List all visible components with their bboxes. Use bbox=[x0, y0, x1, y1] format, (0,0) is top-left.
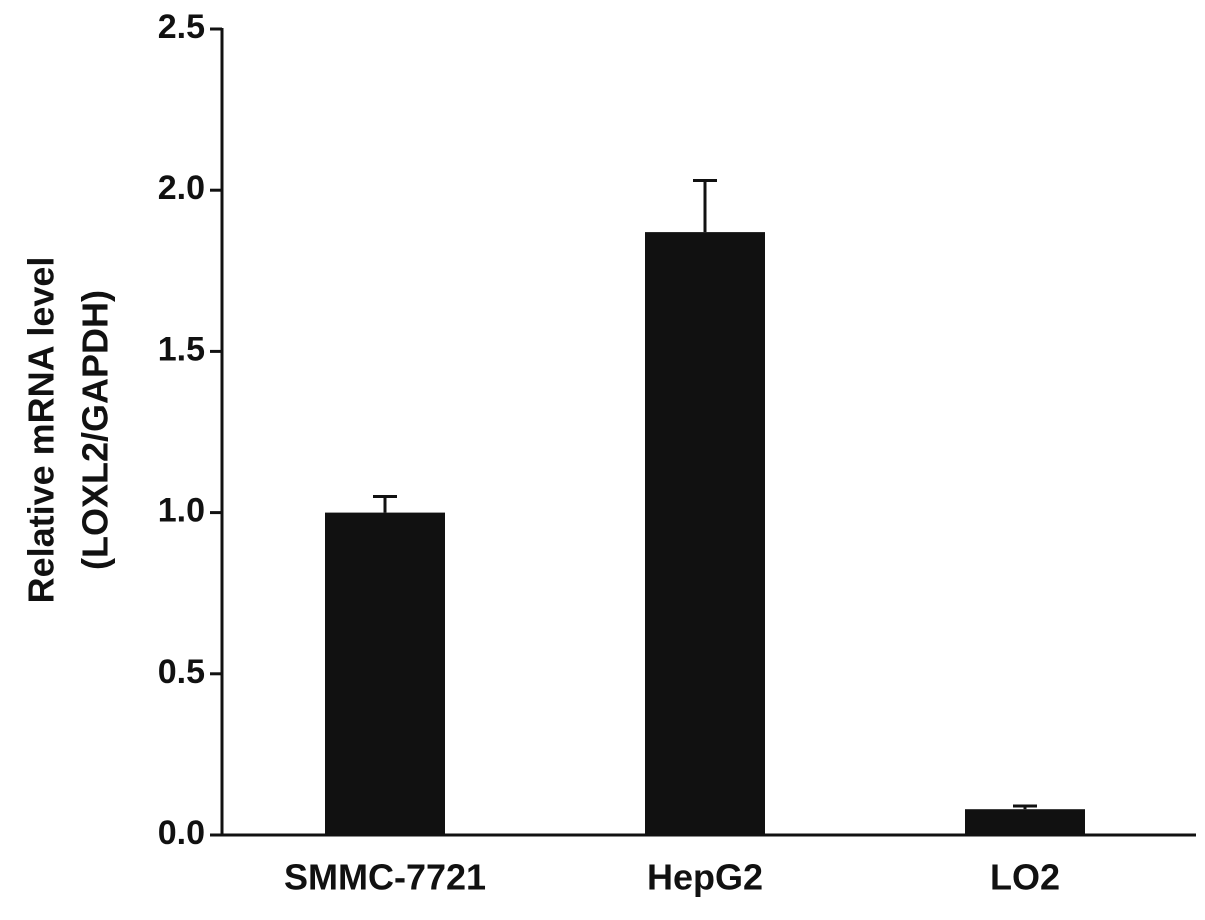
bar bbox=[965, 809, 1085, 835]
y-axis-label: Relative mRNA level bbox=[21, 257, 62, 604]
y-tick-label: 1.5 bbox=[158, 330, 205, 368]
bar bbox=[325, 512, 445, 835]
y-label-group: Relative mRNA level bbox=[21, 257, 62, 604]
bar bbox=[645, 232, 765, 835]
y-label-group: (LOXL2/GAPDH) bbox=[75, 290, 116, 570]
x-tick-label: HepG2 bbox=[647, 857, 763, 898]
y-tick-label: 1.0 bbox=[158, 492, 205, 530]
x-tick-label: LO2 bbox=[990, 857, 1060, 898]
y-tick-label: 2.0 bbox=[158, 169, 205, 207]
y-axis-label: (LOXL2/GAPDH) bbox=[75, 290, 116, 570]
y-tick-label: 0.5 bbox=[158, 653, 205, 691]
x-tick-label: SMMC-7721 bbox=[284, 857, 486, 898]
y-tick-label: 2.5 bbox=[158, 8, 205, 46]
y-tick-label: 0.0 bbox=[158, 814, 205, 852]
